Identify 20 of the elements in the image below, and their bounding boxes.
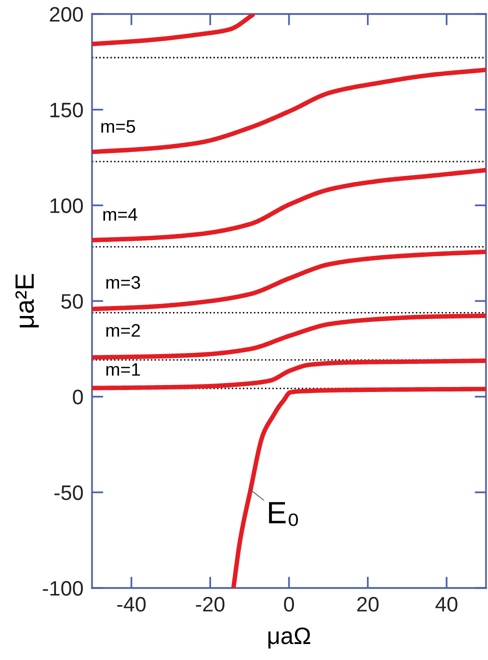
x-tick-label: -20: [196, 596, 224, 612]
y-tick-label: 150: [50, 102, 83, 118]
y-tick-label: 50: [61, 294, 83, 309]
y-tick-label: -50: [54, 485, 83, 500]
x-tick-label: 40: [435, 596, 458, 612]
x-tick-label: 0: [284, 596, 294, 612]
y-tick-label: -100: [42, 581, 83, 596]
y-tick-label: 0: [72, 390, 83, 404]
y-tick-label: 100: [50, 198, 83, 214]
annotation: m=4: [103, 208, 138, 221]
annotation: E₀: [269, 502, 298, 526]
annotation: m=2: [106, 324, 140, 337]
y-axis-title: μa²E: [15, 274, 39, 328]
x-tick-label: 20: [357, 596, 379, 612]
x-tick-label: -40: [117, 596, 146, 612]
x-axis-title: μaΩ: [268, 627, 310, 649]
y-tick-label: 200: [50, 7, 83, 22]
annotation: m=3: [106, 276, 140, 289]
annotation: m=5: [101, 120, 136, 133]
annotation: m=1: [106, 363, 140, 376]
